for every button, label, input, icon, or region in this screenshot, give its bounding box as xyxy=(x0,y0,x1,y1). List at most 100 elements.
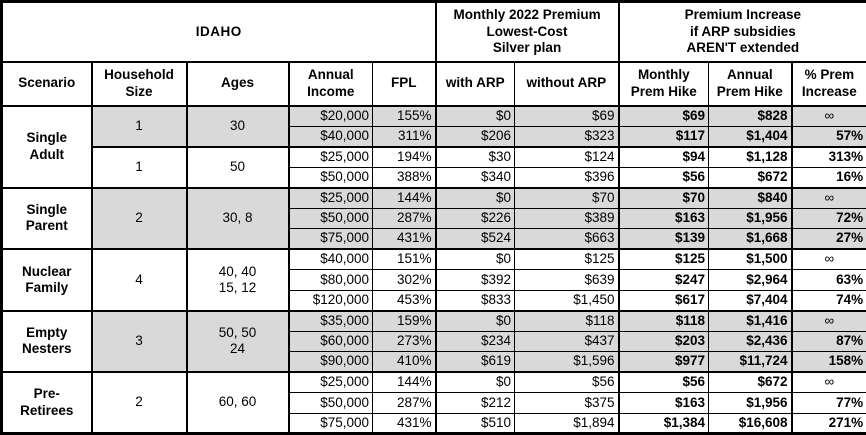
with-arp-cell: $226 xyxy=(434,207,516,229)
monthly-prem-hike-cell: $1,384 xyxy=(617,412,710,434)
without-arp-cell: $1,596 xyxy=(514,351,620,373)
household-size-cell: 1 xyxy=(90,105,187,147)
col-header-without-arp: without ARP xyxy=(514,61,620,107)
fpl-cell: 302% xyxy=(371,269,437,291)
with-arp-cell: $212 xyxy=(434,392,516,414)
fpl-cell: 151% xyxy=(371,248,437,270)
col-header-annual-income: Annual Income xyxy=(287,61,373,107)
monthly-prem-hike-cell: $117 xyxy=(617,125,710,147)
table-row: $50,000 287% $212 $375 $163 $1,956 77% xyxy=(2,392,866,414)
monthly-prem-hike-cell: $118 xyxy=(617,309,710,332)
table-row: $80,000 302% $392 $639 $247 $2,964 63% xyxy=(2,269,866,291)
with-arp-cell: $206 xyxy=(434,125,516,147)
fpl-cell: 453% xyxy=(371,289,437,311)
pct-prem-increase-cell: 74% xyxy=(790,289,866,311)
annual-income-cell: $80,000 xyxy=(287,269,373,291)
without-arp-cell: $375 xyxy=(514,392,620,414)
with-arp-cell: $0 xyxy=(434,105,516,127)
with-arp-cell: $0 xyxy=(434,248,516,270)
pct-prem-increase-cell: 158% xyxy=(790,351,866,373)
with-arp-cell: $0 xyxy=(434,309,516,332)
with-arp-cell: $619 xyxy=(434,351,516,373)
scenario-cell: Empty Nesters xyxy=(1,309,92,373)
ages-cell: 30, 8 xyxy=(185,186,289,250)
annual-income-cell: $50,000 xyxy=(287,207,373,229)
column-header-row: Scenario Household Size Ages Annual Inco… xyxy=(1,61,866,107)
pct-prem-increase-cell: 16% xyxy=(790,166,866,188)
pct-prem-increase-cell: ∞ xyxy=(790,248,866,270)
table-row: $75,000 431% $510 $1,894 $1,384 $16,608 271% xyxy=(2,412,866,434)
with-arp-cell: $234 xyxy=(434,330,516,352)
ages-cell: 50, 50 24 xyxy=(185,309,289,373)
table-row: $75,000 431% $524 $663 $139 $1,668 27% xyxy=(2,228,866,250)
pct-prem-increase-cell: 72% xyxy=(790,207,866,229)
without-arp-cell: $663 xyxy=(514,228,620,250)
annual-prem-hike-cell: $2,964 xyxy=(708,269,793,291)
household-size-cell: 4 xyxy=(90,248,187,311)
fpl-cell: 144% xyxy=(371,186,437,209)
annual-prem-hike-cell: $1,128 xyxy=(708,145,793,168)
col-header-ages: Ages xyxy=(185,61,289,107)
annual-income-cell: $120,000 xyxy=(287,289,373,311)
without-arp-cell: $56 xyxy=(514,371,620,393)
monthly-prem-hike-cell: $56 xyxy=(617,371,710,393)
annual-prem-hike-cell: $7,404 xyxy=(708,289,793,311)
table-row: Single Parent 2 30, 8 $25,000 144% $0 $70 $70 $8… xyxy=(1,186,866,250)
monthly-prem-hike-cell: $163 xyxy=(617,207,710,229)
pct-prem-increase-cell: 63% xyxy=(790,269,866,291)
annual-income-cell: $40,000 xyxy=(287,248,373,270)
without-arp-cell: $118 xyxy=(514,309,620,332)
without-arp-cell: $124 xyxy=(514,145,620,168)
pct-prem-increase-cell: ∞ xyxy=(790,371,866,393)
without-arp-cell: $639 xyxy=(514,269,620,291)
pct-prem-increase-cell: ∞ xyxy=(790,309,866,332)
household-size-cell: 2 xyxy=(90,186,187,250)
fpl-cell: 144% xyxy=(371,371,437,393)
table-row: $90,000 410% $619 $1,596 $977 $11,724 158% xyxy=(2,351,866,373)
fpl-cell: 159% xyxy=(371,309,437,332)
col-header-household-size: Household Size xyxy=(90,61,187,107)
table-body: Single Adult 1 30 $20,000 155% $0 $69 $69 $828 ∞ $… xyxy=(1,105,866,434)
col-header-fpl: FPL xyxy=(371,61,437,107)
with-arp-cell: $833 xyxy=(434,289,516,311)
table-row: Nuclear Family 4 40, 40 15, 12 $40,000 151% $… xyxy=(1,248,866,311)
fpl-cell: 311% xyxy=(371,125,437,147)
with-arp-cell: $0 xyxy=(434,186,516,209)
fpl-cell: 287% xyxy=(371,392,437,414)
monthly-prem-hike-cell: $70 xyxy=(617,186,710,209)
scenario-cell: Single Parent xyxy=(1,186,92,250)
annual-prem-hike-cell: $1,500 xyxy=(708,248,793,270)
annual-income-cell: $25,000 xyxy=(287,186,373,209)
pct-prem-increase-cell: 77% xyxy=(790,392,866,414)
without-arp-cell: $1,894 xyxy=(514,412,620,434)
with-arp-cell: $510 xyxy=(434,412,516,434)
pct-prem-increase-cell: 27% xyxy=(790,228,866,250)
fpl-cell: 273% xyxy=(371,330,437,352)
annual-prem-hike-cell: $2,436 xyxy=(708,330,793,352)
annual-income-cell: $60,000 xyxy=(287,330,373,352)
state-title: IDAHO xyxy=(0,1,437,63)
annual-income-cell: $75,000 xyxy=(287,228,373,250)
with-arp-cell: $524 xyxy=(434,228,516,250)
col-header-scenario: Scenario xyxy=(1,61,92,107)
with-arp-cell: $340 xyxy=(434,166,516,188)
annual-income-cell: $25,000 xyxy=(287,145,373,168)
annual-income-cell: $90,000 xyxy=(287,351,373,373)
table-row: $40,000 311% $206 $323 $117 $1,404 57% xyxy=(2,125,866,147)
annual-income-cell: $40,000 xyxy=(287,125,373,147)
fpl-cell: 410% xyxy=(371,351,437,373)
household-size-cell: 3 xyxy=(90,309,187,373)
monthly-prem-hike-cell: $163 xyxy=(617,392,710,414)
table-row: Empty Nesters 3 50, 50 24 $35,000 159% $0 $118… xyxy=(1,309,866,373)
table-row: $50,000 287% $226 $389 $163 $1,956 72% xyxy=(2,207,866,229)
monthly-prem-hike-cell: $203 xyxy=(617,330,710,352)
annual-prem-hike-cell: $16,608 xyxy=(708,412,793,434)
with-arp-cell: $392 xyxy=(434,269,516,291)
monthly-prem-hike-cell: $977 xyxy=(617,351,710,373)
without-arp-cell: $125 xyxy=(514,248,620,270)
ages-cell: 40, 40 15, 12 xyxy=(185,248,289,311)
table-row: Pre- Retirees 2 60, 60 $25,000 144% $0 $56 $56 $… xyxy=(1,371,866,434)
monthly-prem-hike-cell: $94 xyxy=(617,145,710,168)
